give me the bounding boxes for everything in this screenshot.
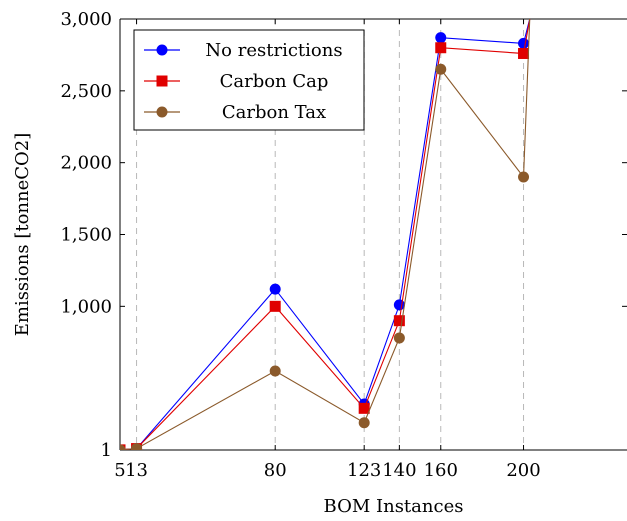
y-tick-label: 2,500: [60, 81, 112, 102]
data-point: [518, 171, 530, 183]
data-point: [435, 42, 447, 54]
x-tick-label: 200: [506, 460, 540, 481]
legend-box: [133, 29, 365, 131]
data-point: [269, 300, 281, 312]
data-point: [131, 443, 143, 450]
legend-label: No restrictions: [205, 40, 342, 61]
legend: No restrictions Carbon Cap Carbon Tax: [133, 29, 365, 131]
y-tick-label: 3,000: [60, 9, 112, 30]
y-tick-label: 1: [101, 440, 112, 461]
data-point: [435, 63, 447, 75]
data-point: [435, 32, 447, 44]
y-axis-label: Emissions [tonneCO2]: [12, 133, 33, 337]
legend-label: Carbon Tax: [222, 102, 326, 123]
legend-marker: [156, 75, 168, 87]
x-tick-label: 80: [264, 460, 287, 481]
data-point: [393, 315, 405, 327]
data-point: [518, 47, 530, 59]
series-line: [120, 19, 531, 450]
x-axis-label: BOM Instances: [324, 496, 464, 517]
series-line: [120, 19, 531, 450]
data-point: [518, 37, 530, 49]
series-line: [120, 19, 531, 450]
data-point: [393, 332, 405, 344]
legend-marker: [156, 106, 168, 118]
x-tick-label: 160: [424, 460, 458, 481]
y-tick-label: 1,000: [60, 296, 112, 317]
x-tick-label: 123: [347, 460, 381, 481]
x-tick-label: 13: [125, 460, 148, 481]
legend-label: Carbon Cap: [220, 71, 329, 92]
data-point: [393, 299, 405, 311]
data-point: [358, 402, 370, 414]
data-point: [269, 365, 281, 377]
x-tick-label: 5: [114, 460, 125, 481]
data-point: [358, 417, 370, 429]
legend-marker: [156, 44, 168, 56]
series-2: [120, 19, 531, 450]
data-point: [269, 283, 281, 295]
x-tick-label: 140: [382, 460, 416, 481]
y-tick-label: 2,000: [60, 153, 112, 174]
data-point: [120, 444, 126, 450]
y-tick-label: 1,500: [60, 225, 112, 246]
